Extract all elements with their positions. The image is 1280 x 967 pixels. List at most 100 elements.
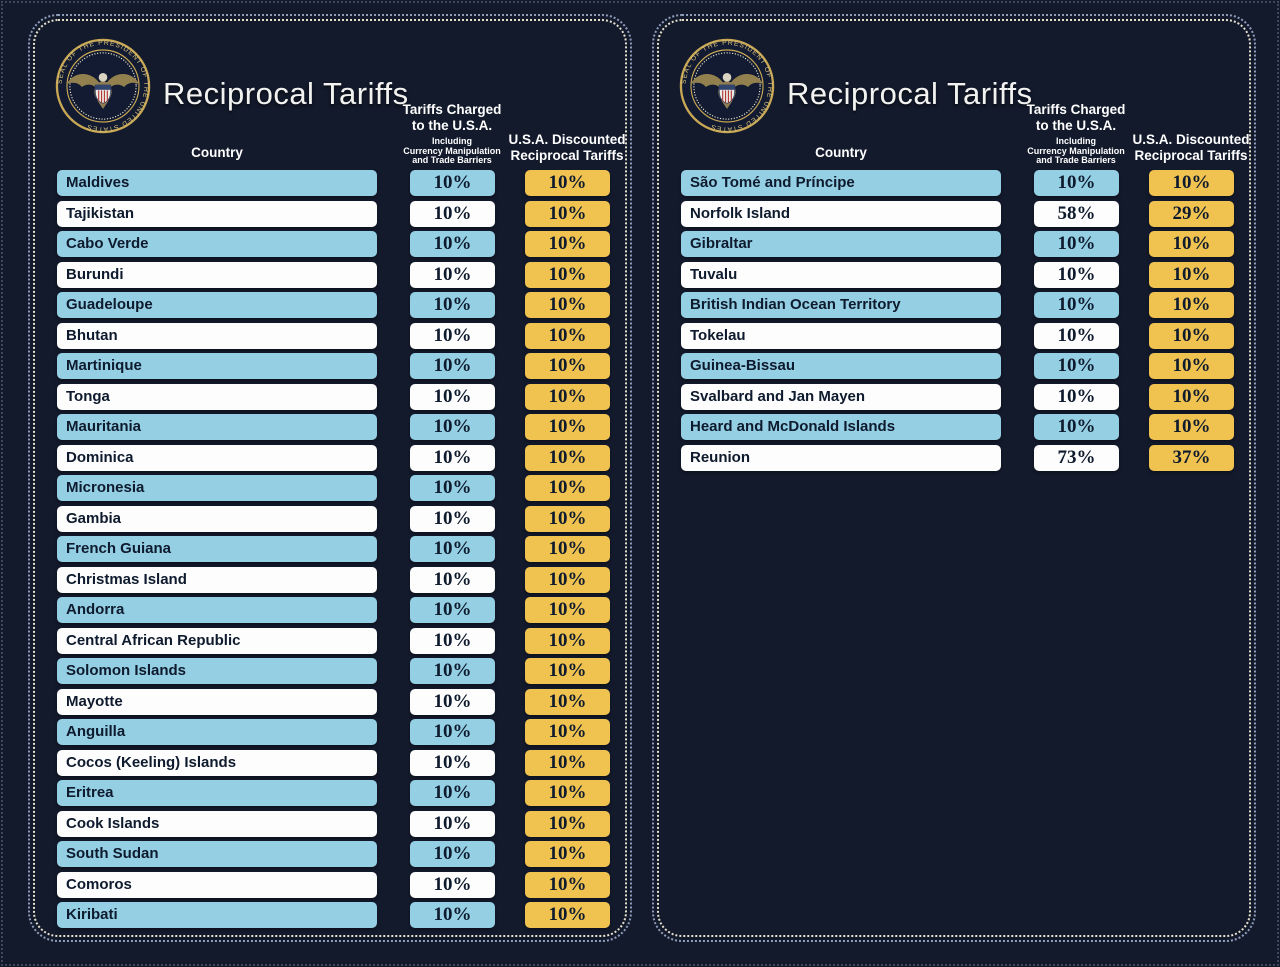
table-row: Solomon Islands 10% 10% bbox=[57, 658, 610, 684]
tariff-charged-cell: 10% bbox=[410, 231, 495, 257]
table-row: Christmas Island 10% 10% bbox=[57, 566, 610, 593]
page-title: Reciprocal Tariffs bbox=[787, 76, 1033, 111]
table-row: Norfolk Island 58% 29% bbox=[681, 200, 1234, 227]
discounted-tariff-cell: 10% bbox=[1149, 383, 1234, 410]
discounted-tariff-cell: 10% bbox=[525, 627, 610, 654]
column-header-usa-discounted: U.S.A. Discounted Reciprocal Tariffs bbox=[1126, 132, 1256, 164]
discount-header-line1: U.S.A. Discounted bbox=[1132, 132, 1250, 147]
tariff-charged-cell: 10% bbox=[410, 658, 495, 684]
presidential-seal-graphic: SEAL OF THE PRESIDENT OF THE UNITED STAT… bbox=[679, 38, 775, 134]
column-header-country: Country bbox=[191, 145, 243, 160]
discounted-tariff-cell: 10% bbox=[525, 749, 610, 776]
table-row: Central African Republic 10% 10% bbox=[57, 627, 610, 654]
charged-header-sub2: Currency Manipulation bbox=[403, 145, 501, 156]
table-row: Heard and McDonald Islands 10% 10% bbox=[681, 414, 1234, 440]
tariff-charged-cell: 10% bbox=[410, 414, 495, 440]
charged-header-line1: Tariffs Charged bbox=[1026, 102, 1126, 117]
country-cell: Tonga bbox=[57, 383, 377, 410]
country-cell: Bhutan bbox=[57, 322, 377, 349]
tariff-charged-cell: 10% bbox=[1034, 322, 1119, 349]
discounted-tariff-cell: 10% bbox=[525, 841, 610, 867]
country-cell: Guinea-Bissau bbox=[681, 353, 1001, 379]
discount-header-line2: Reciprocal Tariffs bbox=[1134, 148, 1248, 163]
discounted-tariff-cell: 10% bbox=[525, 261, 610, 288]
tariff-charged-cell: 10% bbox=[410, 292, 495, 318]
discounted-tariff-cell: 10% bbox=[1149, 170, 1234, 196]
country-cell: Eritrea bbox=[57, 780, 377, 806]
charged-header-sub1: Including bbox=[432, 136, 472, 146]
country-cell: São Tomé and Príncipe bbox=[681, 170, 1001, 196]
country-cell: Tokelau bbox=[681, 322, 1001, 349]
presidential-seal: SEAL OF THE PRESIDENT OF THE UNITED STAT… bbox=[679, 38, 775, 134]
country-cell: Cocos (Keeling) Islands bbox=[57, 749, 377, 776]
discounted-tariff-cell: 10% bbox=[525, 231, 610, 257]
country-cell: Dominica bbox=[57, 444, 377, 471]
discounted-tariff-cell: 10% bbox=[525, 810, 610, 837]
tariff-panel-right: SEAL OF THE PRESIDENT OF THE UNITED STAT… bbox=[652, 14, 1256, 942]
discounted-tariff-cell: 10% bbox=[1149, 414, 1234, 440]
tariff-charged-cell: 58% bbox=[1034, 200, 1119, 227]
country-cell: Andorra bbox=[57, 597, 377, 623]
table-row: South Sudan 10% 10% bbox=[57, 841, 610, 867]
discounted-tariff-cell: 10% bbox=[525, 536, 610, 562]
table-row: Guadeloupe 10% 10% bbox=[57, 292, 610, 318]
discounted-tariff-cell: 10% bbox=[525, 322, 610, 349]
tariff-charged-cell: 10% bbox=[1034, 414, 1119, 440]
table-row: Gibraltar 10% 10% bbox=[681, 231, 1234, 257]
column-header-usa-discounted: U.S.A. Discounted Reciprocal Tariffs bbox=[502, 132, 632, 164]
discounted-tariff-cell: 37% bbox=[1149, 444, 1234, 471]
eagle-icon bbox=[66, 73, 140, 110]
tariff-panel-left: SEAL OF THE PRESIDENT OF THE UNITED STAT… bbox=[28, 14, 632, 942]
table-row: Tuvalu 10% 10% bbox=[681, 261, 1234, 288]
country-cell: Christmas Island bbox=[57, 566, 377, 593]
table-row: British Indian Ocean Territory 10% 10% bbox=[681, 292, 1234, 318]
tariff-charged-cell: 10% bbox=[410, 383, 495, 410]
tariff-charged-cell: 10% bbox=[1034, 170, 1119, 196]
discount-header-line2: Reciprocal Tariffs bbox=[510, 148, 624, 163]
table-row: Martinique 10% 10% bbox=[57, 353, 610, 379]
column-header-country: Country bbox=[815, 145, 867, 160]
table-row: Cabo Verde 10% 10% bbox=[57, 231, 610, 257]
table-row: Tokelau 10% 10% bbox=[681, 322, 1234, 349]
discounted-tariff-cell: 10% bbox=[525, 200, 610, 227]
country-cell: Cook Islands bbox=[57, 810, 377, 837]
tariff-charged-cell: 10% bbox=[1034, 292, 1119, 318]
table-row: Burundi 10% 10% bbox=[57, 261, 610, 288]
tariff-charged-cell: 10% bbox=[410, 810, 495, 837]
tariff-charged-cell: 10% bbox=[1034, 231, 1119, 257]
tariff-charged-cell: 10% bbox=[410, 871, 495, 898]
presidential-seal-graphic: SEAL OF THE PRESIDENT OF THE UNITED STAT… bbox=[55, 38, 151, 134]
country-cell: Norfolk Island bbox=[681, 200, 1001, 227]
country-cell: Mayotte bbox=[57, 688, 377, 715]
table-row: Kiribati 10% 10% bbox=[57, 902, 610, 928]
charged-header-sub1: Including bbox=[1056, 136, 1096, 146]
discounted-tariff-cell: 10% bbox=[525, 658, 610, 684]
table-row: Tonga 10% 10% bbox=[57, 383, 610, 410]
table-row: Tajikistan 10% 10% bbox=[57, 200, 610, 227]
charged-header-line2: to the U.S.A. bbox=[411, 118, 493, 133]
table-row: Andorra 10% 10% bbox=[57, 597, 610, 623]
country-cell: Tajikistan bbox=[57, 200, 377, 227]
country-cell: Guadeloupe bbox=[57, 292, 377, 318]
charged-header-line1: Tariffs Charged bbox=[402, 102, 502, 117]
table-row: Guinea-Bissau 10% 10% bbox=[681, 353, 1234, 379]
tariff-charged-cell: 10% bbox=[410, 688, 495, 715]
discounted-tariff-cell: 10% bbox=[525, 383, 610, 410]
discounted-tariff-cell: 10% bbox=[525, 597, 610, 623]
discounted-tariff-cell: 10% bbox=[525, 780, 610, 806]
country-cell: Micronesia bbox=[57, 475, 377, 501]
country-cell: Maldives bbox=[57, 170, 377, 196]
country-cell: Solomon Islands bbox=[57, 658, 377, 684]
table-row: Bhutan 10% 10% bbox=[57, 322, 610, 349]
tariff-charged-cell: 10% bbox=[410, 749, 495, 776]
discounted-tariff-cell: 10% bbox=[525, 170, 610, 196]
column-header-tariffs-charged: Tariffs Charged to the U.S.A. Including … bbox=[362, 102, 542, 166]
tariff-charged-cell: 10% bbox=[1034, 261, 1119, 288]
table-row: Svalbard and Jan Mayen 10% 10% bbox=[681, 383, 1234, 410]
tariff-table: São Tomé and Príncipe 10% 10% Norfolk Is… bbox=[681, 170, 1234, 475]
discounted-tariff-cell: 10% bbox=[1149, 322, 1234, 349]
country-cell: Svalbard and Jan Mayen bbox=[681, 383, 1001, 410]
discounted-tariff-cell: 10% bbox=[525, 505, 610, 532]
tariff-charged-cell: 10% bbox=[410, 627, 495, 654]
discounted-tariff-cell: 10% bbox=[525, 414, 610, 440]
